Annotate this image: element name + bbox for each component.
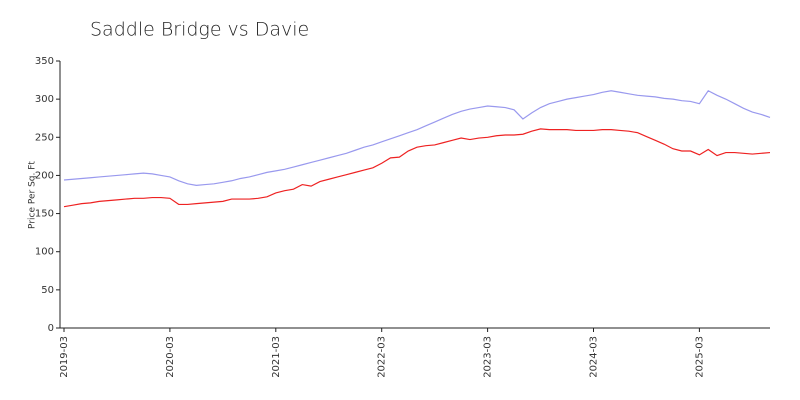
- x-tick-label: 2023-03: [483, 336, 494, 378]
- series-line: [63, 89, 771, 186]
- y-tick-label: 300: [35, 94, 54, 105]
- x-tick-label: 2019-03: [59, 336, 70, 378]
- chart-title: Saddle Bridge vs Davie: [90, 19, 309, 41]
- y-axis-label: Price Per Sq. Ft: [28, 161, 38, 229]
- y-tick-label: 100: [35, 247, 54, 258]
- series-line: [63, 128, 771, 208]
- x-tick-label: 2022-03: [377, 336, 388, 378]
- y-tick-label: 150: [35, 209, 54, 220]
- x-tick-label: 2025-03: [694, 336, 705, 378]
- x-tick-label: 2021-03: [271, 336, 282, 378]
- y-tick-label: 250: [35, 132, 54, 143]
- y-tick-label: 50: [41, 285, 54, 296]
- x-tick-label: 2024-03: [589, 336, 600, 378]
- x-tick-label: 2020-03: [165, 336, 176, 378]
- y-tick-label: 350: [35, 56, 54, 67]
- y-tick-label: 200: [35, 170, 54, 181]
- y-tick-label: 0: [48, 323, 54, 334]
